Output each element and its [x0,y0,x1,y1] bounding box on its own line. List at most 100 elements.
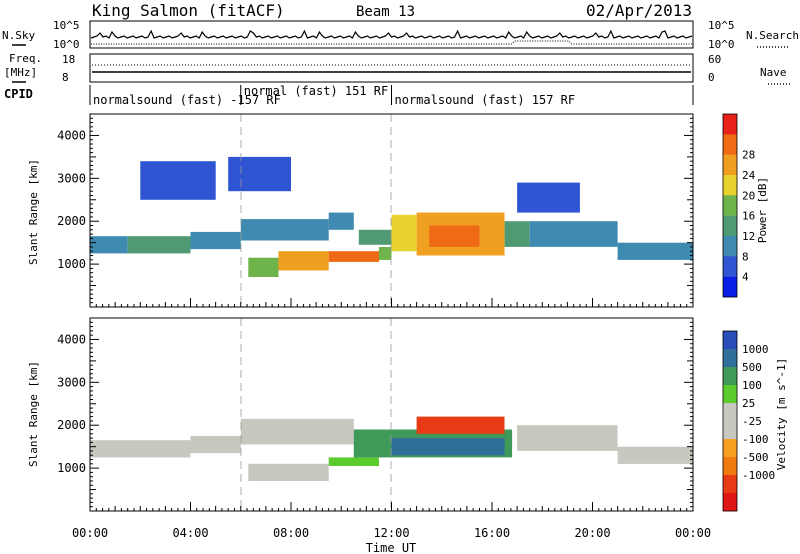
colorbar-swatch [723,475,737,494]
x-tick-label: 12:00 [373,526,409,540]
nave-label: Nave [760,66,787,79]
power-ylabel: Slant Range [km] [27,159,40,265]
velocity-panel: 1000 2000 3000 4000 Slant Range [km] 1000 50… [27,317,788,512]
nsearch-trace [91,40,692,45]
colorbar-swatch [723,154,737,176]
colorbar-tick: -25 [742,415,762,428]
colorbar-tick: 1000 [742,343,769,356]
x-tick-label: 20:00 [574,526,610,540]
noise-tick-lo-left: 10^0 [53,38,80,51]
freq-label: Freq. [9,52,42,65]
colorbar-tick: 20 [742,189,755,202]
colorbar-swatch [723,175,737,196]
x-tick-label: 04:00 [172,526,208,540]
scatter-region [328,212,354,230]
colorbar-swatch [723,367,737,386]
nsky-trace [90,29,693,39]
colorbar-swatch [723,236,737,257]
colorbar-swatch [723,421,737,440]
colorbar-swatch [723,493,737,512]
velocity-colorbar: 1000 500 100 25 -25 -100 -500 -1000 [722,330,775,512]
scatter-region [504,221,530,247]
scatter-region [416,416,505,434]
freq-tick-hi: 18 [62,53,75,66]
scatter-region [90,440,191,458]
nsearch-label: N.Search [746,29,799,42]
scatter-region [127,236,191,254]
scatter-region [278,251,329,271]
noise-tick-hi-right: 10^5 [708,19,735,32]
scatter-region [517,182,580,213]
cpid-segment-label: normalsound (fast) -157 RF [93,93,281,107]
colorbar-tick: 16 [742,210,755,223]
colorbar-tick: 4 [742,271,749,284]
x-tick-label: 00:00 [675,526,711,540]
scatter-region [328,251,379,262]
scatter-region [328,457,379,466]
freq-tick-lo: 8 [62,71,69,84]
date-title: 02/Apr/2013 [586,1,692,20]
scatter-region [529,221,618,247]
colorbar-swatch [723,439,737,458]
colorbar-swatch [723,385,737,404]
colorbar-swatch [723,134,737,155]
cpid-segment-label: normal (fast) 151 RF [244,84,389,98]
colorbar-swatch [723,349,737,368]
colorbar-swatch [723,195,737,216]
colorbar-swatch [723,276,737,298]
freq-panel: Freq. [MHz] 18 8 60 0 Nave [4,52,790,85]
power-colorbar-label: Power [dB] [756,177,769,243]
x-tick-label: 08:00 [273,526,309,540]
colorbar-tick: 100 [742,379,762,392]
scatter-region [190,231,241,250]
colorbar-swatch [723,256,737,277]
scatter-region [248,463,329,481]
colorbar-swatch [723,403,737,422]
colorbar-tick: 12 [742,230,755,243]
noise-panel: N.Sky 10^5 10^0 10^5 10^0 N.Search [2,19,799,51]
y-tick-label: 1000 [57,461,86,475]
scatter-region [140,161,216,200]
time-axis: 00:00 04:00 08:00 12:00 16:00 20:00 00:00 [72,298,711,540]
colorbar-tick: 8 [742,250,749,263]
nsky-label: N.Sky [2,29,35,42]
y-tick-label: 2000 [57,214,86,228]
velocity-ylabel: Slant Range [km] [27,361,40,467]
colorbar-tick: -500 [742,451,769,464]
colorbar-swatch [723,114,737,135]
scatter-region [240,219,329,241]
colorbar-swatch [723,331,737,350]
noise-tick-hi-left: 10^5 [53,19,80,32]
x-tick-label: 00:00 [72,526,108,540]
cpid-segment-label: normalsound (fast) 157 RF [395,93,576,107]
scatter-region [190,435,241,454]
scatter-region [378,247,392,260]
scatter-region [391,438,505,456]
scatter-region [90,236,128,254]
velocity-colorbar-label: Velocity [m s^-1] [775,358,788,471]
station-title: King Salmon (fitACF) [92,1,285,20]
y-tick-label: 1000 [57,257,86,271]
scatter-region [391,214,417,252]
beam-title: Beam 13 [356,4,415,20]
noise-tick-lo-right: 10^0 [708,38,735,51]
freq-unit-label: [MHz] [4,66,37,79]
cpid-label: CPID [4,87,33,101]
colorbar-tick: 24 [742,169,756,182]
scatter-region [617,242,693,260]
colorbar-swatch [723,457,737,476]
colorbar-tick: 500 [742,361,762,374]
y-tick-label: 3000 [57,171,86,185]
y-tick-label: 4000 [57,332,86,346]
scatter-region [429,225,480,247]
nave-tick-lo: 0 [708,71,715,84]
scatter-region [617,446,693,464]
y-tick-label: 2000 [57,418,86,432]
scatter-region [358,229,392,245]
scatter-region [228,156,291,192]
colorbar-tick: 25 [742,397,755,410]
y-tick-label: 4000 [57,128,86,142]
x-tick-label: 16:00 [474,526,510,540]
